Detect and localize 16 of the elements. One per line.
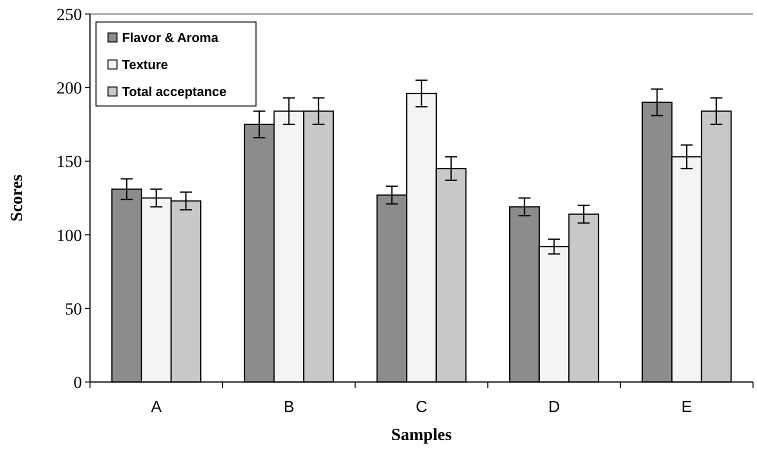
x-tick-label: B — [284, 399, 294, 416]
y-tick-label: 100 — [56, 226, 82, 245]
x-tick-label: A — [150, 399, 162, 416]
y-tick-label: 150 — [56, 152, 82, 172]
x-tick-label: C — [416, 399, 428, 416]
legend-label: Flavor & Aroma — [122, 30, 220, 45]
y-tick-label: 0 — [74, 372, 82, 392]
x-axis-title: Samples — [391, 425, 452, 444]
y-tick-label: 200 — [56, 78, 82, 98]
legend-label: Texture — [122, 57, 168, 72]
x-tick-label: D — [548, 399, 560, 416]
legend-label: Total acceptance — [122, 84, 227, 99]
y-tick-label: 50 — [65, 299, 82, 318]
y-axis-title: Scores — [7, 174, 26, 222]
x-tick-label: E — [681, 399, 692, 416]
y-tick-label: 250 — [56, 4, 82, 24]
